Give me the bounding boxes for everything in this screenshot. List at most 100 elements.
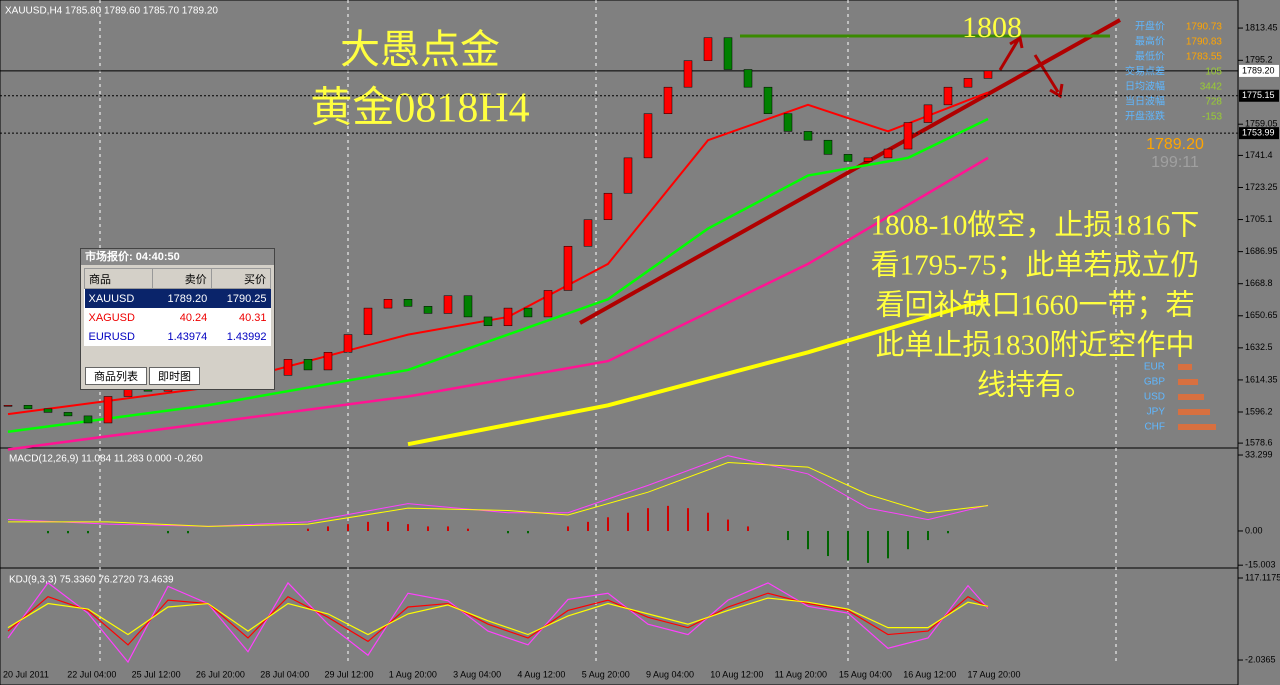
strength-bar bbox=[1178, 394, 1204, 400]
candle bbox=[443, 295, 453, 314]
ask: 40.31 bbox=[238, 311, 267, 324]
info-value: 1790.73 bbox=[1186, 22, 1223, 33]
candle bbox=[623, 157, 633, 194]
x-tick-label: 22 Jul 04:00 bbox=[67, 669, 116, 679]
candle bbox=[563, 245, 573, 291]
candle bbox=[743, 69, 753, 88]
candle bbox=[43, 408, 53, 413]
market-watch[interactable]: 市场报价: 04:40:50 商品 卖价 买价 XAUUSD 1789.20 1790.… bbox=[80, 248, 275, 390]
tab[interactable]: 商品列表 bbox=[85, 367, 147, 385]
candle bbox=[423, 306, 433, 314]
candle bbox=[523, 307, 533, 318]
timer: 199:11 bbox=[1151, 154, 1199, 171]
analysis-text: 线持有。 bbox=[977, 369, 1093, 402]
x-tick-label: 15 Aug 04:00 bbox=[839, 669, 892, 679]
info-key: 交易点差 bbox=[1125, 65, 1165, 78]
candle bbox=[823, 139, 833, 155]
price-box-label: 1775.15 bbox=[1242, 90, 1275, 100]
price-box bbox=[1239, 89, 1279, 102]
candle bbox=[403, 299, 413, 307]
y-tick-label: 1650.65 bbox=[1245, 310, 1278, 320]
window-title: 市场报价: 04:40:50 bbox=[81, 249, 274, 265]
candle bbox=[723, 37, 733, 70]
x-tick-label: 17 Aug 20:00 bbox=[968, 669, 1021, 679]
col-header: 卖价 bbox=[151, 268, 212, 289]
macd-label: MACD(12,26,9) 11.084 11.283 0.000 -0.260 bbox=[9, 454, 203, 465]
x-tick-label: 9 Aug 04:00 bbox=[646, 669, 694, 679]
y-tick-label: 1686.95 bbox=[1245, 246, 1278, 256]
candle bbox=[283, 359, 293, 376]
candle bbox=[643, 113, 653, 159]
x-tick-label: 11 Aug 20:00 bbox=[775, 669, 827, 679]
symbol[interactable]: XAGUSD bbox=[88, 311, 135, 324]
tab[interactable]: 即时图 bbox=[149, 367, 200, 385]
info-key: 开盘价 bbox=[1135, 20, 1165, 33]
arrows bbox=[998, 35, 1064, 99]
x-tick-label: 29 Jul 12:00 bbox=[325, 669, 374, 679]
candle bbox=[63, 412, 73, 417]
candle bbox=[543, 290, 553, 318]
bid: 1789.20 bbox=[152, 288, 212, 308]
y-tick-label: 1759.05 bbox=[1245, 119, 1278, 129]
overlay-title: 黄金0818H4 bbox=[310, 85, 529, 132]
x-tick-label: 28 Jul 04:00 bbox=[260, 669, 309, 679]
currency: EUR bbox=[1144, 362, 1165, 373]
y-tick-label: 1596.2 bbox=[1245, 406, 1273, 416]
analysis-text: 看1795-75；此单若成立仍 bbox=[871, 249, 1200, 282]
y-tick-label: -2.0365 bbox=[1245, 654, 1276, 664]
bid: 1.43974 bbox=[167, 330, 208, 343]
price-box-label: 1789.20 bbox=[1242, 65, 1275, 75]
currency: USD bbox=[1144, 392, 1165, 403]
candle bbox=[663, 86, 673, 114]
price-box-label: 1753.99 bbox=[1242, 128, 1275, 138]
candle bbox=[503, 307, 513, 327]
kdj-line bbox=[7, 597, 989, 636]
candle bbox=[463, 295, 473, 318]
candle bbox=[583, 219, 593, 247]
info-value: 3442 bbox=[1200, 82, 1223, 93]
moving-average bbox=[407, 297, 989, 447]
candle bbox=[343, 334, 353, 353]
candle bbox=[803, 131, 813, 141]
y-tick-label: 1723.25 bbox=[1245, 182, 1278, 192]
symbol[interactable]: EURUSD bbox=[88, 330, 135, 343]
x-tick-label: 3 Aug 04:00 bbox=[453, 669, 501, 679]
y-tick-label: 1614.35 bbox=[1245, 374, 1278, 384]
price-box bbox=[1239, 64, 1279, 77]
col-header: 商品 bbox=[84, 268, 153, 289]
candle bbox=[603, 192, 613, 220]
candle bbox=[783, 113, 793, 132]
price-box bbox=[1239, 127, 1279, 140]
x-tick-label: 10 Aug 12:00 bbox=[710, 669, 763, 679]
currency: GBP bbox=[1144, 377, 1165, 388]
candle bbox=[323, 352, 333, 371]
x-tick-label: 20 Jul 2011 bbox=[3, 669, 49, 679]
info-key: 最高价 bbox=[1135, 35, 1165, 48]
candle bbox=[83, 415, 93, 424]
kdj-line bbox=[7, 592, 989, 646]
y-tick-label: 117.1175 bbox=[1245, 572, 1280, 582]
candle bbox=[843, 154, 853, 162]
y-tick-label: 1705.1 bbox=[1245, 214, 1273, 224]
x-tick-label: 16 Aug 12:00 bbox=[903, 669, 956, 679]
symbol[interactable]: XAUUSD bbox=[84, 288, 153, 308]
col-header: 买价 bbox=[210, 268, 272, 289]
y-tick-label: 1668.8 bbox=[1245, 278, 1273, 288]
y-tick-label: 1813.45 bbox=[1245, 22, 1278, 32]
candle bbox=[883, 148, 893, 159]
info-key: 日均波幅 bbox=[1125, 80, 1165, 93]
info-value: 105 bbox=[1205, 67, 1222, 78]
info-value: 1783.55 bbox=[1186, 52, 1223, 63]
x-tick-label: 26 Jul 20:00 bbox=[196, 669, 245, 679]
symbol-info: XAUUSD,H4 1785.80 1789.60 1785.70 1789.2… bbox=[5, 6, 218, 17]
info-key: 开盘涨跌 bbox=[1125, 110, 1165, 123]
x-tick-label: 4 Aug 12:00 bbox=[517, 669, 565, 679]
info-key: 最低价 bbox=[1135, 50, 1165, 63]
ask: 1.43992 bbox=[226, 330, 267, 343]
candle bbox=[903, 122, 913, 150]
candle bbox=[763, 86, 773, 114]
y-tick-label: 0.00 bbox=[1245, 525, 1263, 535]
y-tick-label: 1795.2 bbox=[1245, 55, 1273, 65]
macd-line bbox=[8, 462, 989, 527]
